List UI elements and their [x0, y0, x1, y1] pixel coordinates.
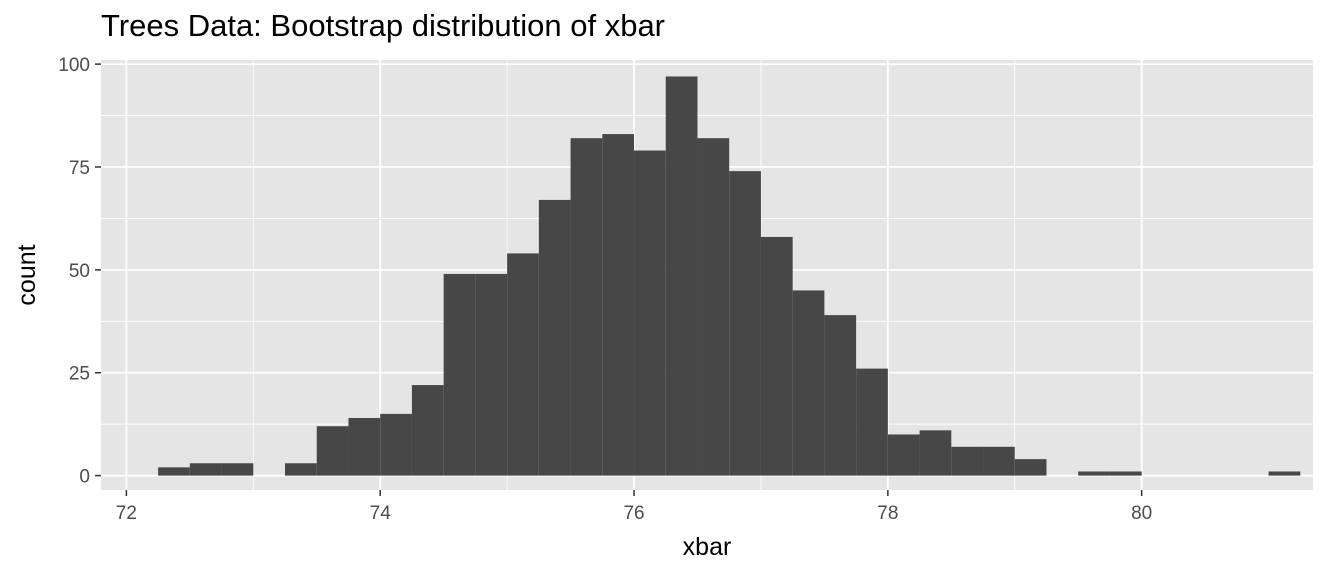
histogram-bar: [475, 273, 508, 476]
histogram-bar: [697, 138, 730, 476]
histogram-bar: [760, 236, 793, 476]
x-tick-label: 78: [877, 503, 898, 524]
histogram-bar: [507, 253, 539, 476]
histogram-bar: [538, 199, 571, 476]
histogram-bar: [919, 430, 952, 476]
chart-title: Trees Data: Bootstrap distribution of xb…: [101, 8, 666, 43]
histogram-bar: [1078, 471, 1110, 476]
histogram-bars: [158, 76, 1301, 476]
histogram-bar: [189, 463, 222, 476]
x-axis-title: xbar: [683, 533, 732, 561]
histogram-bar: [792, 290, 825, 476]
y-axis-title: count: [13, 244, 41, 305]
histogram-bar: [983, 446, 1015, 476]
histogram-bar: [887, 434, 920, 476]
histogram-bar: [1109, 471, 1142, 476]
histogram-bar: [1014, 459, 1047, 476]
x-tick-label: 76: [623, 503, 644, 524]
x-tick-label: 72: [116, 503, 137, 524]
histogram-bar: [856, 368, 888, 476]
y-tick-label: 25: [69, 364, 90, 385]
histogram-bar: [348, 417, 381, 476]
histogram-bar: [285, 463, 317, 476]
y-tick-label: 75: [69, 158, 90, 179]
histogram-bar: [729, 171, 761, 476]
histogram-bar: [602, 134, 635, 476]
y-tick-label: 50: [69, 261, 90, 282]
histogram-bar: [316, 426, 349, 476]
histogram-bar: [570, 138, 603, 476]
histogram-bar: [380, 413, 412, 476]
x-tick-label: 80: [1131, 503, 1152, 524]
histogram-bar: [221, 463, 254, 476]
histogram-bar: [443, 273, 476, 476]
histogram-bar: [665, 76, 698, 476]
histogram-bar: [951, 446, 984, 476]
x-tick-label: 74: [370, 503, 392, 524]
histogram-bar: [824, 315, 857, 476]
y-tick-label: 100: [58, 55, 90, 76]
histogram-bar: [411, 385, 444, 476]
x-axis-ticks: 72 74 76 78 80: [116, 490, 1152, 524]
histogram-bar: [1268, 471, 1301, 476]
histogram-bar: [158, 467, 190, 476]
y-axis-ticks: 0 25 50 75 100: [58, 55, 101, 488]
y-tick-label: 0: [79, 467, 90, 488]
histogram-bar: [634, 150, 666, 476]
